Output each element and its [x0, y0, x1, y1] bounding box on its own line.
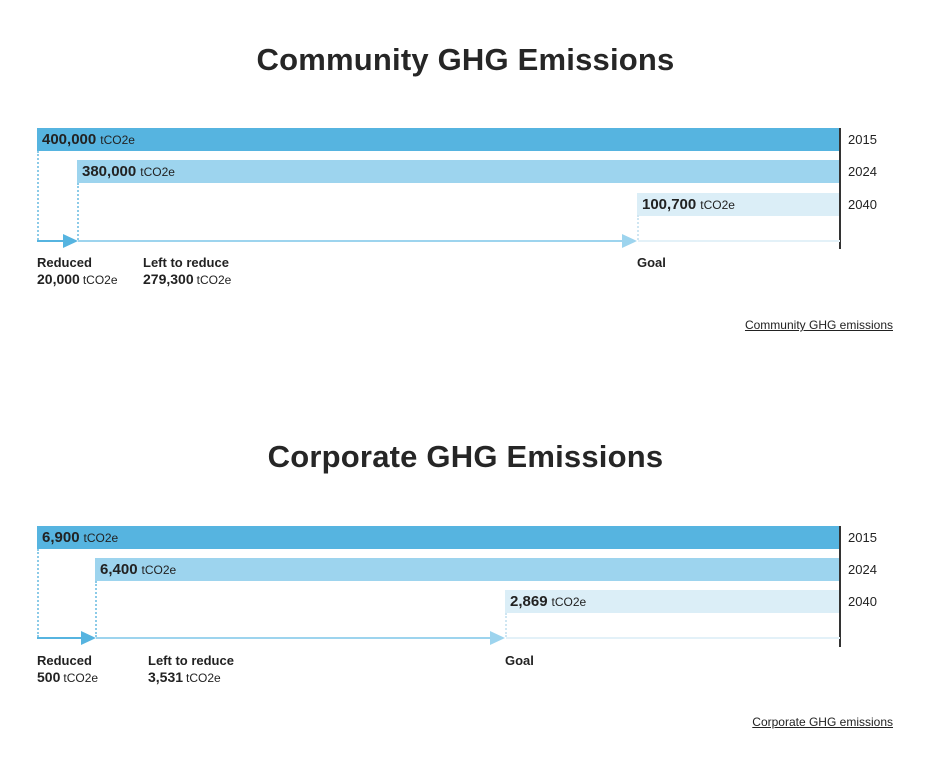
bar-2024: 380,000 tCO2e: [77, 160, 840, 183]
bar-value: 100,700 tCO2e: [642, 196, 735, 213]
goal-line: [638, 240, 840, 242]
year-label: 2040: [848, 594, 877, 609]
bar-2040: 100,700 tCO2e: [637, 193, 840, 216]
year-label: 2015: [848, 530, 877, 545]
corporate-title: Corporate GHG Emissions: [267, 439, 664, 474]
bar-value: 6,900 tCO2e: [42, 529, 119, 546]
left-to-reduce-line: [78, 240, 625, 242]
left-to-reduce-line: [96, 637, 493, 639]
year-label: 2024: [848, 164, 877, 179]
reduced-line: [37, 240, 65, 242]
bar-2024: 6,400 tCO2e: [95, 558, 840, 581]
goal-label: Goal: [505, 653, 534, 668]
dotted-guide: [637, 215, 639, 240]
bar-value: 380,000 tCO2e: [82, 163, 175, 180]
year-label: 2015: [848, 132, 877, 147]
goal-label: Goal: [637, 255, 666, 270]
dotted-guide: [77, 183, 79, 240]
dotted-guide: [37, 151, 39, 240]
bar-value: 400,000 tCO2e: [42, 131, 135, 148]
dotted-guide: [37, 549, 39, 637]
community-emissions-link[interactable]: Community GHG emissions: [744, 318, 893, 332]
axis-line: [839, 526, 841, 647]
community-chart: Community GHG Emissions 400,000 tCO2e 380…: [0, 0, 931, 350]
corporate-emissions-link[interactable]: Corporate GHG emissions: [752, 715, 893, 729]
bar-value: 6,400 tCO2e: [100, 561, 177, 578]
community-title: Community GHG Emissions: [256, 42, 675, 77]
bar-value: 2,869 tCO2e: [510, 593, 587, 610]
year-label: 2024: [848, 562, 877, 577]
left-to-reduce-label: Left to reduce 3,531 tCO2e: [148, 653, 234, 685]
reduced-label: Reduced 500 tCO2e: [37, 653, 99, 685]
reduced-label: Reduced 20,000 tCO2e: [37, 255, 118, 287]
arrow-right-icon: [81, 631, 96, 645]
dotted-guide: [95, 581, 97, 637]
arrow-right-icon: [490, 631, 505, 645]
axis-line: [839, 128, 841, 249]
goal-line: [506, 637, 840, 639]
arrow-right-icon: [622, 234, 637, 248]
bar-2015: 6,900 tCO2e: [37, 526, 840, 549]
reduced-line: [37, 637, 83, 639]
year-label: 2040: [848, 197, 877, 212]
dotted-guide: [505, 613, 507, 637]
left-to-reduce-label: Left to reduce 279,300 tCO2e: [143, 255, 232, 287]
bar-2015: 400,000 tCO2e: [37, 128, 840, 151]
arrow-right-icon: [63, 234, 78, 248]
bar-2040: 2,869 tCO2e: [505, 590, 840, 613]
